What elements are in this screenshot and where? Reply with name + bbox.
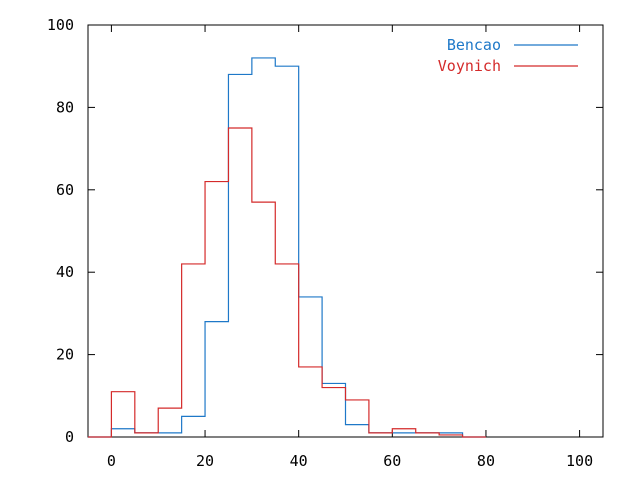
y-tick-label: 40 bbox=[56, 263, 74, 281]
series-line-voynich bbox=[88, 127, 486, 438]
plot-frame bbox=[87, 24, 604, 438]
series-layer bbox=[88, 57, 486, 438]
x-tick-label: 60 bbox=[383, 452, 401, 470]
y-tick-label: 100 bbox=[47, 16, 74, 34]
y-tick-label: 20 bbox=[56, 346, 74, 364]
x-tick-label: 20 bbox=[196, 452, 214, 470]
y-tick-label: 0 bbox=[65, 428, 74, 446]
x-axis-ticks: 0 20 40 60 80 100 bbox=[107, 25, 593, 470]
y-tick-label: 60 bbox=[56, 181, 74, 199]
legend-label: Bencao bbox=[447, 36, 501, 54]
x-tick-label: 40 bbox=[290, 452, 308, 470]
x-tick-label: 80 bbox=[477, 452, 495, 470]
x-tick-label: 100 bbox=[566, 452, 593, 470]
legend: Bencao Voynich bbox=[438, 36, 578, 75]
x-tick-label: 0 bbox=[107, 452, 116, 470]
series-line-bencao bbox=[88, 57, 486, 438]
y-axis-ticks: 0 20 40 60 80 100 bbox=[47, 16, 603, 446]
y-tick-label: 80 bbox=[56, 98, 74, 116]
legend-label: Voynich bbox=[438, 57, 501, 75]
